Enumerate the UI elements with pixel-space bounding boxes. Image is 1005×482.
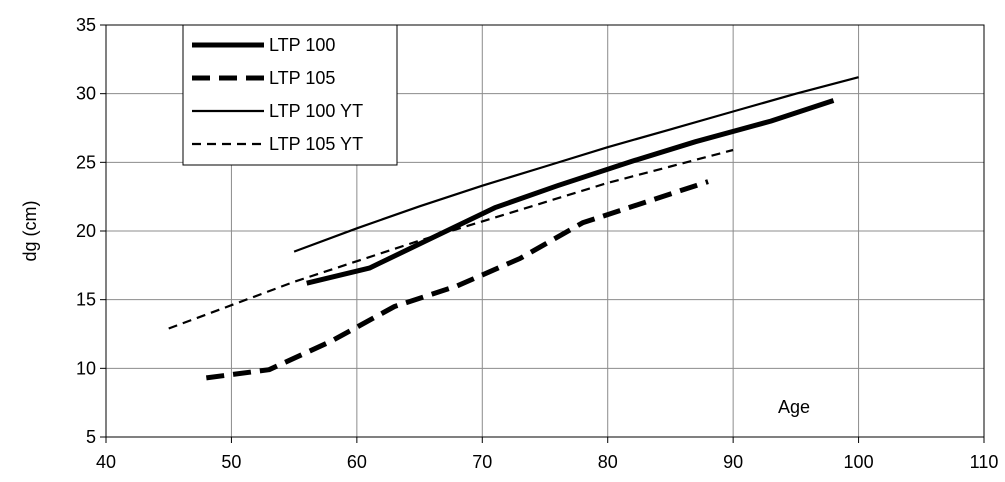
y-tick-label: 35 xyxy=(76,15,96,35)
y-tick-label: 25 xyxy=(76,152,96,172)
x-tick-label: 50 xyxy=(221,452,241,472)
x-tick-label: 80 xyxy=(598,452,618,472)
y-tick-label: 15 xyxy=(76,290,96,310)
x-tick-label: 60 xyxy=(347,452,367,472)
legend: LTP 100 LTP 105 LTP 100 YT LTP 105 YT xyxy=(182,24,398,166)
y-tick-label: 10 xyxy=(76,358,96,378)
series-line-3 xyxy=(293,76,859,253)
legend-label-1: LTP 100 xyxy=(269,35,335,55)
legend-label-2: LTP 105 xyxy=(269,68,335,88)
y-tick-label: 30 xyxy=(76,84,96,104)
y-tick-label: 20 xyxy=(76,221,96,241)
x-tick-label: 40 xyxy=(96,452,116,472)
series-line-4 xyxy=(168,148,734,330)
x-tick-label: 110 xyxy=(970,452,999,472)
legend-box xyxy=(182,24,398,166)
axis-tick-labels: 40 50 60 70 80 90 100 110 5 10 15 20 25 30 35 xyxy=(76,15,998,472)
x-tick-label: 100 xyxy=(844,452,874,472)
legend-label-4: LTP 105 YT xyxy=(269,134,363,154)
series-line-2 xyxy=(205,179,709,381)
y-tick-label: 5 xyxy=(86,427,96,447)
x-axis-title: Age xyxy=(778,397,810,417)
data-series xyxy=(168,76,859,381)
y-axis-title: dg (cm) xyxy=(20,200,40,261)
x-tick-label: 90 xyxy=(723,452,743,472)
x-tick-label: 70 xyxy=(472,452,492,472)
legend-label-3: LTP 100 YT xyxy=(269,101,363,121)
series-line-1 xyxy=(306,98,835,286)
